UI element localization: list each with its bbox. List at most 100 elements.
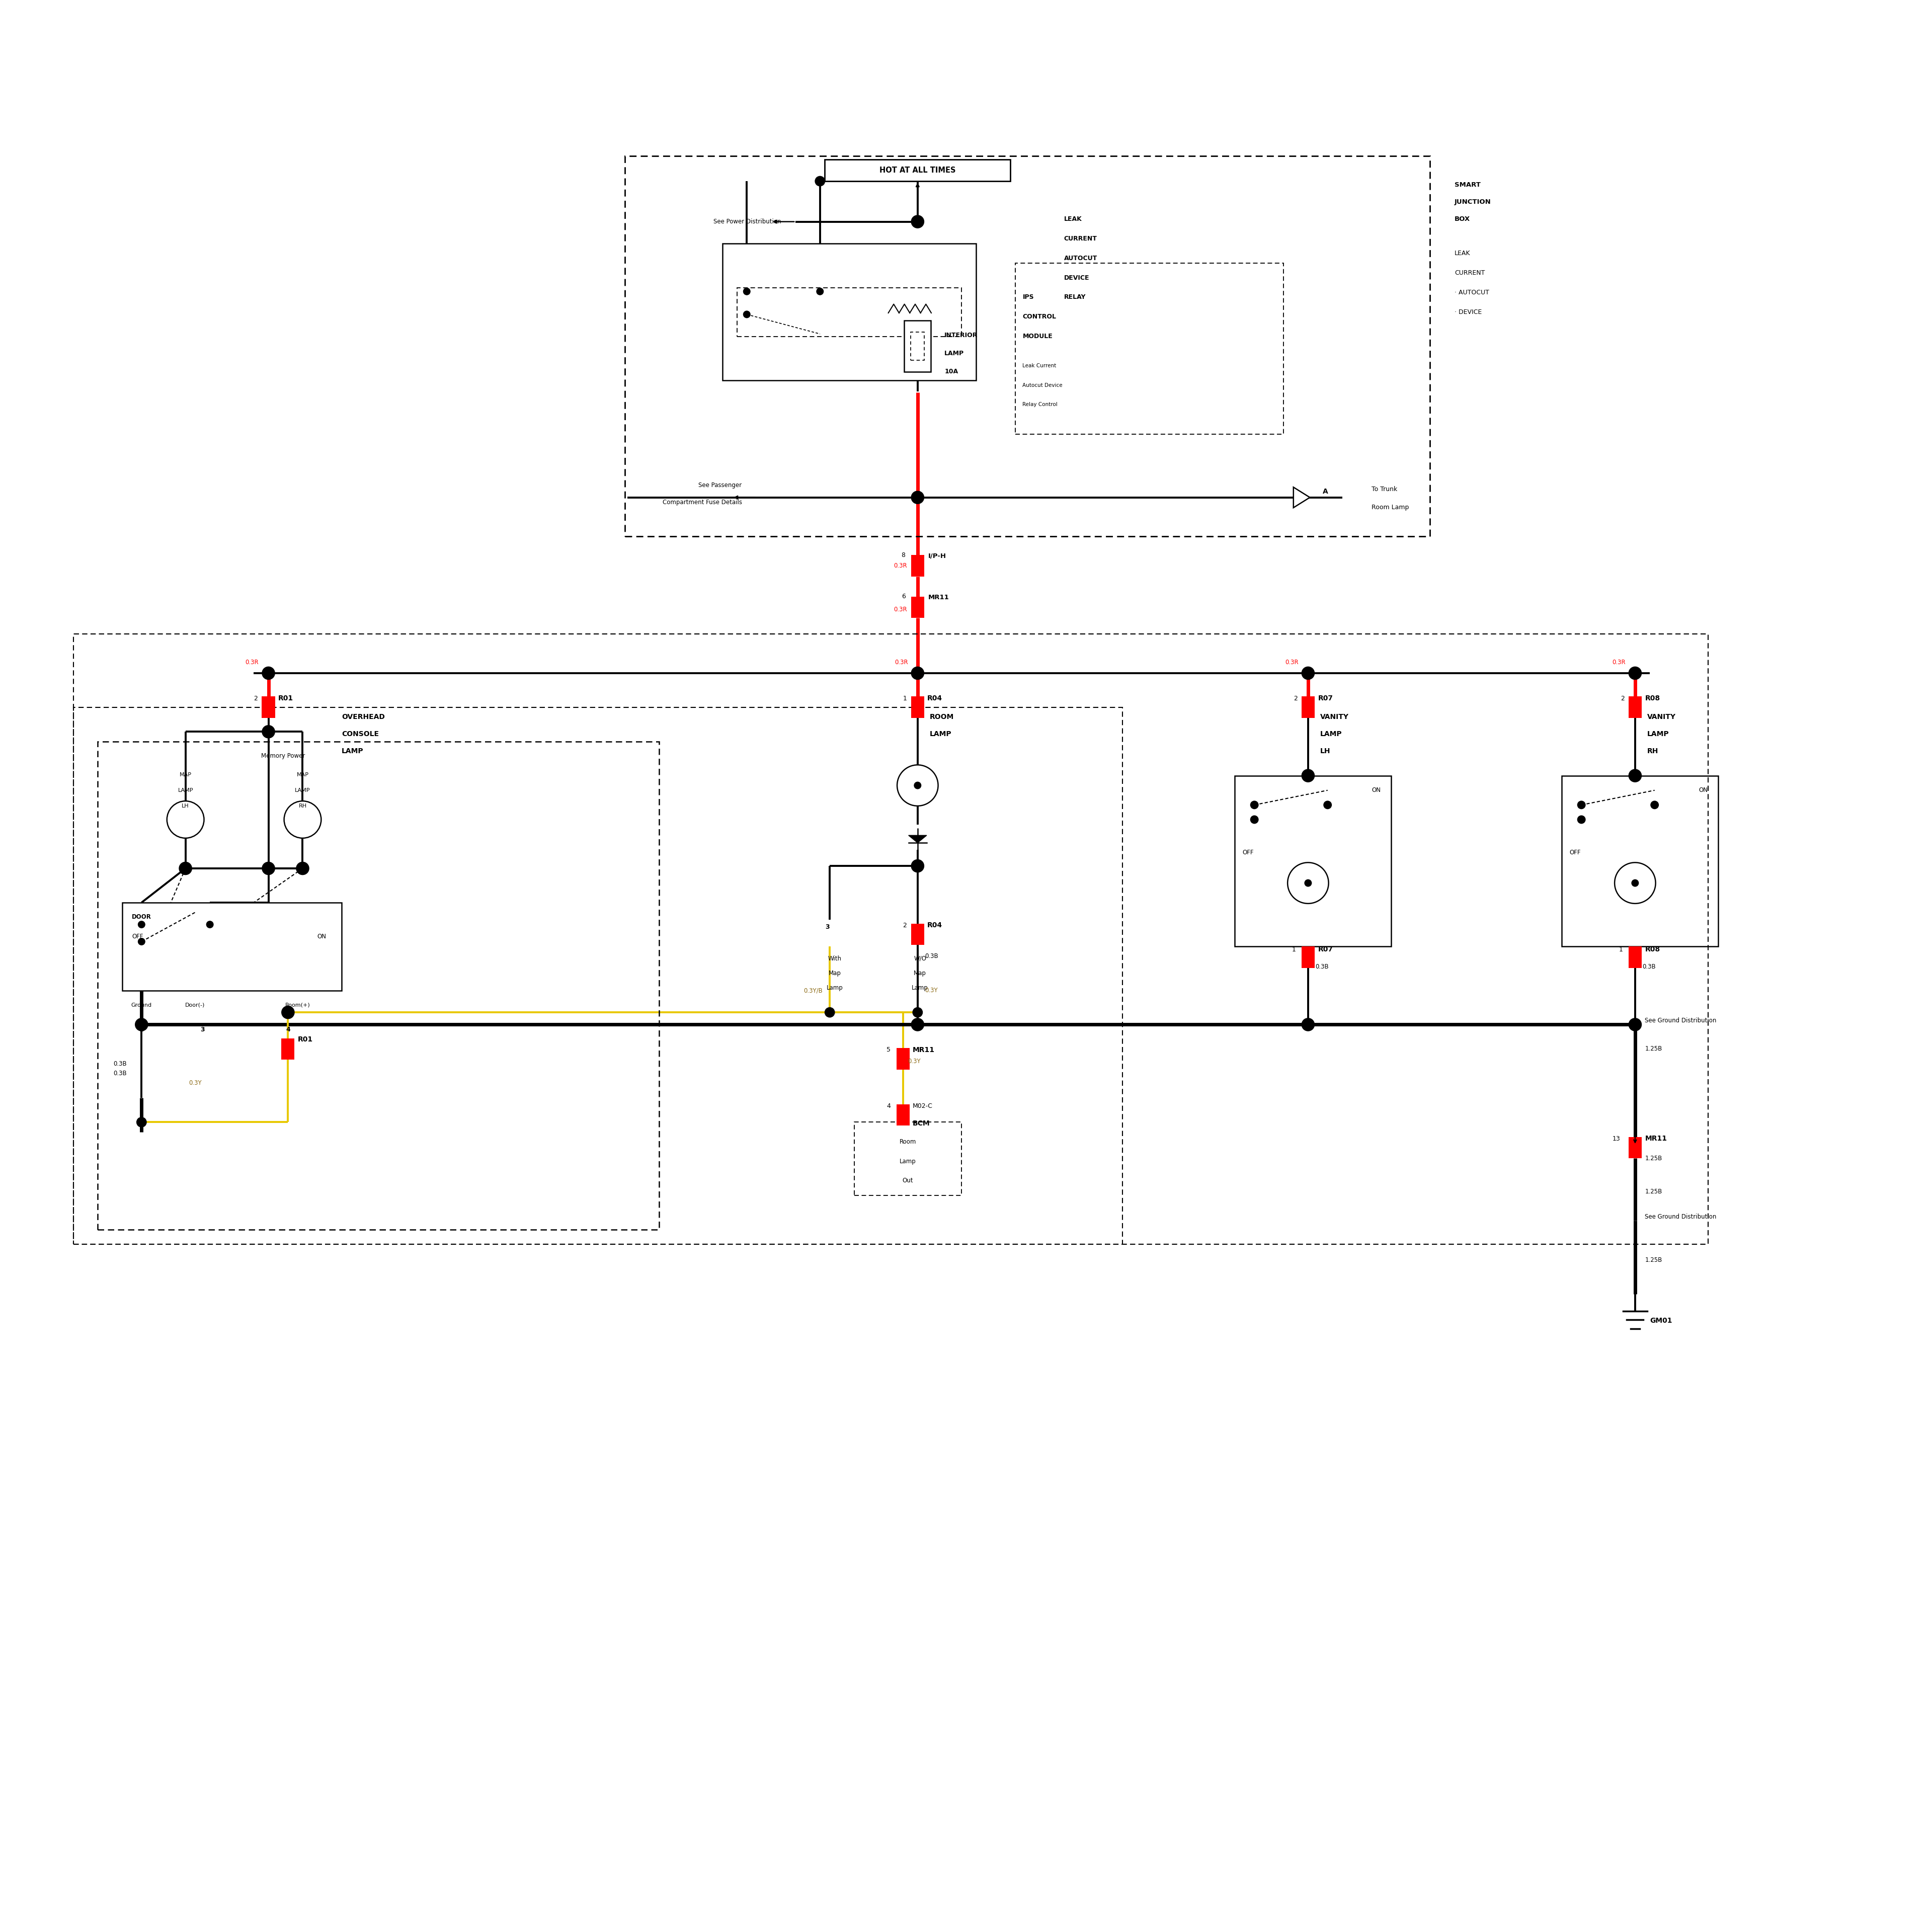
Bar: [910, 332, 923, 359]
Text: 0.3Y: 0.3Y: [925, 987, 937, 993]
Text: R07: R07: [1318, 947, 1333, 952]
Bar: [1629, 947, 1642, 968]
Text: 1: 1: [139, 1026, 143, 1034]
Text: 4: 4: [887, 1103, 891, 1109]
Circle shape: [166, 802, 205, 838]
Text: 0.3B: 0.3B: [114, 1061, 128, 1066]
Text: 0.3B: 0.3B: [1316, 964, 1329, 970]
Text: · DEVICE: · DEVICE: [1455, 309, 1482, 315]
Text: Map: Map: [829, 970, 840, 976]
Circle shape: [284, 802, 321, 838]
Circle shape: [815, 176, 825, 185]
Circle shape: [282, 1007, 294, 1018]
Circle shape: [137, 939, 145, 945]
Circle shape: [896, 765, 939, 806]
Circle shape: [912, 667, 923, 680]
Text: LAMP: LAMP: [178, 788, 193, 792]
Text: R08: R08: [1644, 947, 1660, 952]
Circle shape: [1578, 815, 1586, 823]
Circle shape: [1250, 815, 1258, 823]
Circle shape: [1578, 802, 1586, 810]
Text: RELAY: RELAY: [1065, 294, 1086, 301]
Bar: [904, 321, 931, 371]
Text: See Ground Distribution: See Ground Distribution: [1644, 1018, 1716, 1024]
Text: 4: 4: [286, 1026, 290, 1034]
Text: 0.3Y: 0.3Y: [908, 1059, 922, 1065]
Text: LAMP: LAMP: [1320, 730, 1343, 738]
Bar: [1561, 775, 1718, 947]
Text: 6: 6: [902, 593, 906, 599]
Text: Lamp: Lamp: [912, 985, 927, 991]
Text: R01: R01: [278, 696, 294, 701]
Bar: [912, 697, 923, 719]
Circle shape: [912, 1007, 922, 1018]
Text: CURRENT: CURRENT: [1455, 270, 1486, 276]
Text: AUTOCUT: AUTOCUT: [1065, 255, 1097, 261]
Text: · AUTOCUT: · AUTOCUT: [1455, 290, 1490, 296]
Text: A: A: [1323, 489, 1327, 495]
Circle shape: [299, 864, 307, 871]
Text: 1.25B: 1.25B: [1644, 1256, 1662, 1264]
Text: 0.3R: 0.3R: [893, 562, 906, 570]
Text: LH: LH: [182, 804, 189, 808]
Bar: [1918, 1010, 1932, 1037]
Bar: [1629, 1136, 1642, 1159]
Text: JUNCTION: JUNCTION: [1455, 199, 1492, 205]
Text: 3: 3: [825, 923, 829, 929]
Bar: [73, 634, 1708, 1244]
Text: 2: 2: [1621, 696, 1625, 701]
Text: LAMP: LAMP: [945, 350, 964, 357]
Text: See Ground Distribution: See Ground Distribution: [1644, 1213, 1716, 1221]
Circle shape: [1287, 862, 1329, 904]
Text: R01: R01: [298, 1036, 313, 1043]
Bar: [99, 742, 659, 1229]
Text: 13: 13: [1613, 1136, 1621, 1142]
Text: R07: R07: [1318, 696, 1333, 701]
Text: 1: 1: [1619, 947, 1623, 952]
Text: To Trunk: To Trunk: [1372, 485, 1397, 493]
Bar: [723, 243, 976, 381]
Text: DOOR: DOOR: [131, 914, 151, 920]
Text: Leak Current: Leak Current: [1022, 363, 1057, 369]
Text: LAMP: LAMP: [342, 748, 363, 755]
Text: Ground: Ground: [131, 1003, 153, 1009]
Text: 8: 8: [902, 553, 906, 558]
Text: DEVICE: DEVICE: [1065, 274, 1090, 280]
Bar: [1629, 697, 1642, 719]
Text: 2: 2: [902, 922, 906, 929]
Text: 2: 2: [253, 696, 257, 701]
Text: OVERHEAD: OVERHEAD: [342, 713, 384, 721]
Text: See Power Distribution: See Power Distribution: [713, 218, 781, 224]
Text: 2: 2: [1293, 696, 1298, 701]
Bar: [825, 160, 1010, 182]
Circle shape: [1250, 802, 1258, 810]
Text: 0.3R: 0.3R: [245, 659, 259, 667]
Text: BCM: BCM: [912, 1121, 929, 1126]
Text: Room(+): Room(+): [286, 1003, 311, 1009]
Text: 1: 1: [902, 696, 906, 701]
Bar: [1014, 263, 1283, 435]
Circle shape: [744, 288, 750, 296]
Text: 1: 1: [1293, 947, 1296, 952]
Text: VANITY: VANITY: [1320, 713, 1349, 721]
Text: 10A: 10A: [945, 369, 958, 375]
Text: CONSOLE: CONSOLE: [342, 730, 379, 738]
Text: 1.25B: 1.25B: [1644, 1155, 1662, 1161]
Circle shape: [817, 288, 823, 296]
Text: R08: R08: [1644, 696, 1660, 701]
Text: GM01: GM01: [1650, 1318, 1671, 1323]
Text: 1.25B: 1.25B: [1644, 1045, 1662, 1053]
Circle shape: [180, 862, 191, 875]
Circle shape: [1633, 879, 1638, 887]
Text: ON: ON: [317, 933, 327, 941]
Text: INTERIOR: INTERIOR: [945, 332, 978, 338]
Text: 0.3R: 0.3R: [1285, 659, 1298, 667]
Text: LEAK: LEAK: [1065, 216, 1082, 222]
Text: CONTROL: CONTROL: [1022, 313, 1057, 321]
Bar: [896, 1047, 910, 1070]
Text: Room Lamp: Room Lamp: [1372, 504, 1408, 510]
Bar: [912, 597, 923, 618]
Bar: [1302, 697, 1314, 719]
Circle shape: [825, 1007, 835, 1018]
Text: IPS: IPS: [1022, 294, 1034, 301]
